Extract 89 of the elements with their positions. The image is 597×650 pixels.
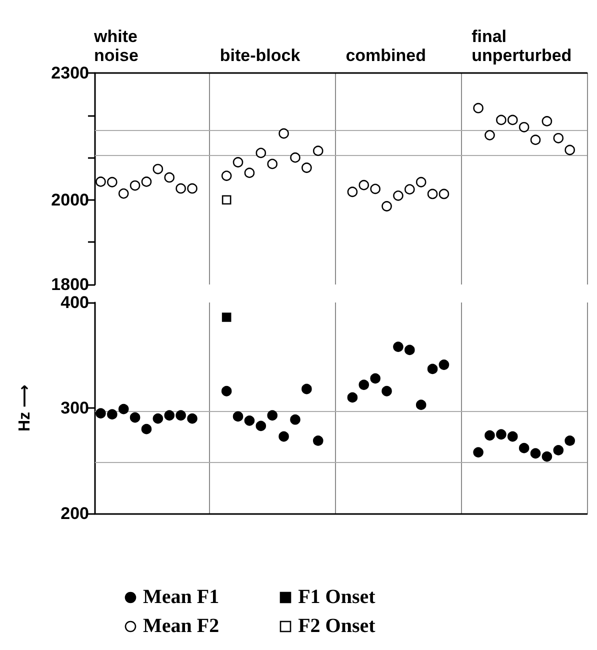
- point: [221, 386, 232, 396]
- point: [438, 188, 450, 200]
- point: [232, 411, 244, 422]
- y-tick-label: 2300: [51, 64, 89, 82]
- point: [96, 176, 106, 187]
- y-axis-title: Hz ⟶: [16, 384, 34, 432]
- point: [564, 436, 575, 446]
- point: [164, 172, 175, 183]
- point: [152, 164, 164, 174]
- text: bite-block: [220, 46, 301, 65]
- point: [416, 400, 426, 410]
- point: [244, 416, 255, 426]
- point: [164, 410, 175, 421]
- point: [427, 188, 438, 200]
- point: [302, 384, 312, 394]
- point: [176, 410, 186, 421]
- point: [267, 158, 278, 170]
- point: [393, 342, 404, 352]
- point: [518, 442, 530, 454]
- point: [507, 431, 518, 442]
- point: [290, 414, 300, 425]
- text: combined: [346, 46, 426, 65]
- point: [107, 176, 118, 188]
- y-tick-label: 1800: [51, 275, 89, 294]
- legend-label: Mean F1: [143, 586, 220, 609]
- point: [542, 451, 552, 462]
- point: [553, 132, 564, 144]
- point: [187, 413, 198, 424]
- point: [290, 152, 300, 163]
- point: [222, 195, 232, 205]
- point: [244, 168, 255, 178]
- point: [530, 134, 541, 145]
- point: [141, 424, 152, 434]
- point: [347, 186, 358, 198]
- point: [312, 436, 324, 446]
- point: [404, 344, 415, 356]
- y-tick-label: 2000: [51, 190, 89, 210]
- point: [542, 116, 552, 126]
- point: [256, 148, 266, 158]
- point: [141, 176, 152, 187]
- point: [347, 392, 358, 403]
- point: [404, 184, 415, 194]
- point: [130, 180, 140, 191]
- point: [416, 176, 426, 188]
- point: [564, 144, 575, 156]
- point: [118, 188, 129, 199]
- point: [507, 114, 518, 126]
- point: [518, 122, 530, 132]
- legend-label: F1 Onset: [298, 586, 376, 609]
- point: [278, 431, 289, 442]
- point: [484, 430, 495, 441]
- point: [496, 429, 506, 440]
- point: [96, 408, 106, 418]
- point: [530, 448, 541, 459]
- point: [312, 146, 324, 156]
- point: [302, 162, 312, 173]
- point: [278, 128, 289, 139]
- text: F2 Onset: [298, 615, 376, 637]
- point: [221, 170, 232, 181]
- point: [382, 386, 392, 396]
- point: [267, 410, 278, 421]
- point: [370, 184, 380, 194]
- point: [484, 130, 495, 140]
- y-tick-label: 400: [60, 293, 89, 312]
- point: [187, 183, 198, 194]
- point: [118, 404, 129, 414]
- point: [358, 180, 370, 190]
- point: [130, 412, 140, 423]
- point: [382, 201, 392, 212]
- point: [256, 420, 266, 432]
- point: [427, 364, 438, 374]
- point: [473, 102, 484, 114]
- point: [496, 114, 506, 126]
- text: white noise: [93, 27, 138, 65]
- point: [393, 190, 404, 201]
- point: [152, 413, 164, 424]
- y-tick-label: 200: [60, 504, 89, 523]
- text: Mean F2: [143, 615, 220, 637]
- point: [370, 373, 380, 384]
- text: final unperturbed: [472, 27, 572, 65]
- point: [222, 312, 232, 322]
- point: [232, 157, 244, 168]
- y-tick-label: 300: [60, 398, 89, 418]
- point: [107, 409, 118, 420]
- point: [473, 447, 484, 458]
- point: [176, 183, 186, 194]
- point: [438, 360, 450, 370]
- point: [358, 380, 370, 390]
- point: [553, 445, 564, 456]
